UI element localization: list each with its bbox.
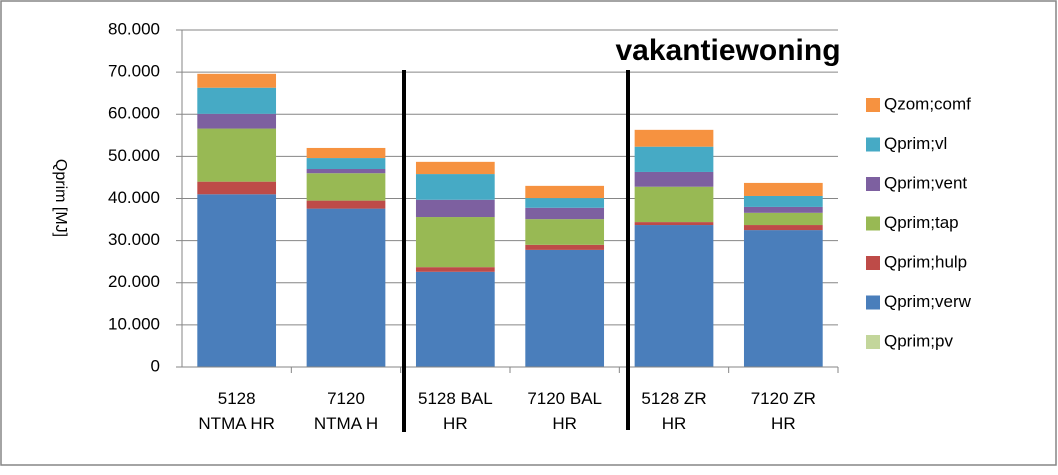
legend-swatch bbox=[866, 216, 880, 231]
bar-segment bbox=[634, 171, 714, 187]
bar-segment bbox=[743, 212, 823, 226]
bar-segment bbox=[306, 200, 386, 209]
y-tick-label: 0 bbox=[151, 356, 160, 375]
bar-segment bbox=[197, 181, 277, 195]
bar-segment bbox=[306, 158, 386, 170]
bar-segment bbox=[525, 198, 605, 208]
y-tick-label: 10.000 bbox=[108, 314, 160, 333]
bar-segment bbox=[634, 186, 714, 223]
bar-segment bbox=[525, 207, 605, 220]
bar-segment bbox=[525, 249, 605, 367]
annotation: vakantiewoning bbox=[615, 34, 840, 67]
legend-swatch bbox=[866, 335, 880, 349]
legend-label: Qprim;verw bbox=[884, 292, 972, 311]
y-tick-label: 50.000 bbox=[108, 146, 160, 165]
x-tick-label: 5128 ZR HR bbox=[641, 389, 707, 433]
legend-label: Qprim;vl bbox=[884, 134, 947, 153]
bar-segment bbox=[197, 73, 277, 88]
x-tick-label: 5128 NTMA HR bbox=[198, 389, 275, 433]
bar-segment bbox=[306, 147, 386, 159]
bar-segment bbox=[634, 146, 714, 172]
bar-segment bbox=[525, 219, 605, 245]
legend-label: Qprim;pv bbox=[884, 331, 953, 350]
bar-segment bbox=[415, 271, 495, 367]
x-tick-label: 7120 ZR HR bbox=[750, 389, 816, 433]
legend-swatch bbox=[866, 295, 880, 310]
bar-segment bbox=[197, 128, 277, 182]
bar-segment bbox=[634, 225, 714, 367]
x-tick-label: 7120 BAL HR bbox=[527, 389, 602, 433]
bar-segment bbox=[415, 267, 495, 272]
bar-segment bbox=[525, 185, 605, 199]
y-tick-label: 40.000 bbox=[108, 188, 160, 207]
bar-segment bbox=[634, 129, 714, 147]
legend-label: Qprim;tap bbox=[884, 213, 959, 232]
legend-swatch bbox=[866, 98, 880, 112]
y-tick-label: 60.000 bbox=[108, 104, 160, 123]
y-axis-label: Qprim [MJ] bbox=[52, 159, 69, 237]
bar-segment bbox=[525, 244, 605, 250]
y-tick-label: 80.000 bbox=[108, 19, 160, 38]
y-tick-label: 20.000 bbox=[108, 272, 160, 291]
bar-segment bbox=[743, 225, 823, 231]
y-tick-label: 30.000 bbox=[108, 230, 160, 249]
bar-segment bbox=[743, 195, 823, 207]
bar-segment bbox=[415, 174, 495, 200]
legend-label: Qzom;comf bbox=[884, 94, 971, 113]
bar-segment bbox=[197, 113, 277, 129]
legend-swatch bbox=[866, 177, 880, 191]
bar-segment bbox=[306, 173, 386, 201]
bar-segment bbox=[415, 199, 495, 218]
y-tick-label: 70.000 bbox=[108, 62, 160, 81]
legend-label: Qprim;vent bbox=[884, 173, 967, 192]
bar-segment bbox=[415, 217, 495, 268]
bar-segment bbox=[743, 182, 823, 196]
bar-segment bbox=[743, 206, 823, 213]
bar-segment bbox=[306, 169, 386, 174]
x-tick-label: 7120 NTMA H bbox=[313, 389, 379, 433]
bar-segment bbox=[415, 161, 495, 175]
bar-segment bbox=[197, 87, 277, 114]
legend-swatch bbox=[866, 256, 880, 270]
bar-segment bbox=[743, 230, 823, 367]
legend-label: Qprim;hulp bbox=[884, 252, 967, 271]
bar-segment bbox=[306, 208, 386, 367]
bar-segment bbox=[197, 194, 277, 367]
x-tick-label: 5128 BAL HR bbox=[417, 389, 493, 433]
bar-segment bbox=[634, 222, 714, 226]
legend-swatch bbox=[866, 137, 880, 152]
